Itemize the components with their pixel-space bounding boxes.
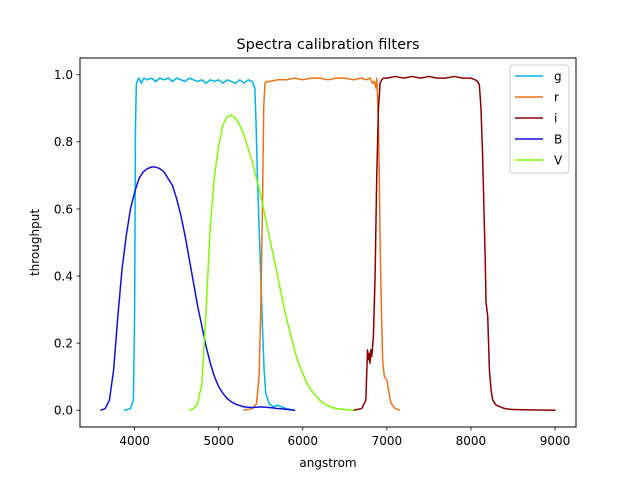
series-lines: [100, 75, 556, 411]
y-tick-label: 0.6: [54, 202, 73, 216]
x-tick-label: 7000: [372, 434, 403, 448]
x-tick-label: 8000: [456, 434, 487, 448]
axes-frame: [79, 57, 577, 428]
x-tick-label: 5000: [203, 434, 234, 448]
x-tick-label: 6000: [288, 434, 319, 448]
y-tick-label: 0.0: [54, 404, 73, 418]
y-tick-label: 1.0: [54, 68, 73, 82]
series-line-r: [243, 77, 401, 411]
legend-box: [509, 64, 570, 174]
series-line-i: [352, 75, 556, 411]
legend-label-V: V: [554, 153, 563, 167]
legend-label-g: g: [554, 69, 562, 83]
x-tick-label: 4000: [119, 434, 150, 448]
x-tick-label: 9000: [540, 434, 571, 448]
y-tick-label: 0.2: [54, 336, 73, 350]
y-axis-label: throughput: [28, 209, 42, 276]
y-axis: 0.0 0.2 0.4 0.6 0.8 1.0: [54, 68, 80, 418]
chart-title: Spectra calibration filters: [236, 37, 419, 53]
plot-area: [100, 75, 556, 411]
legend-label-r: r: [554, 90, 559, 104]
x-axis-label: angstrom: [299, 456, 356, 470]
series-line-g: [123, 77, 296, 411]
x-axis: 4000 5000 6000 7000 8000 9000: [119, 427, 570, 448]
series-line-B: [100, 166, 296, 411]
y-tick-label: 0.4: [54, 269, 73, 283]
legend-label-i: i: [554, 111, 557, 125]
series-line-V: [188, 114, 354, 411]
y-tick-label: 0.8: [54, 135, 73, 149]
legend-label-B: B: [554, 132, 562, 146]
